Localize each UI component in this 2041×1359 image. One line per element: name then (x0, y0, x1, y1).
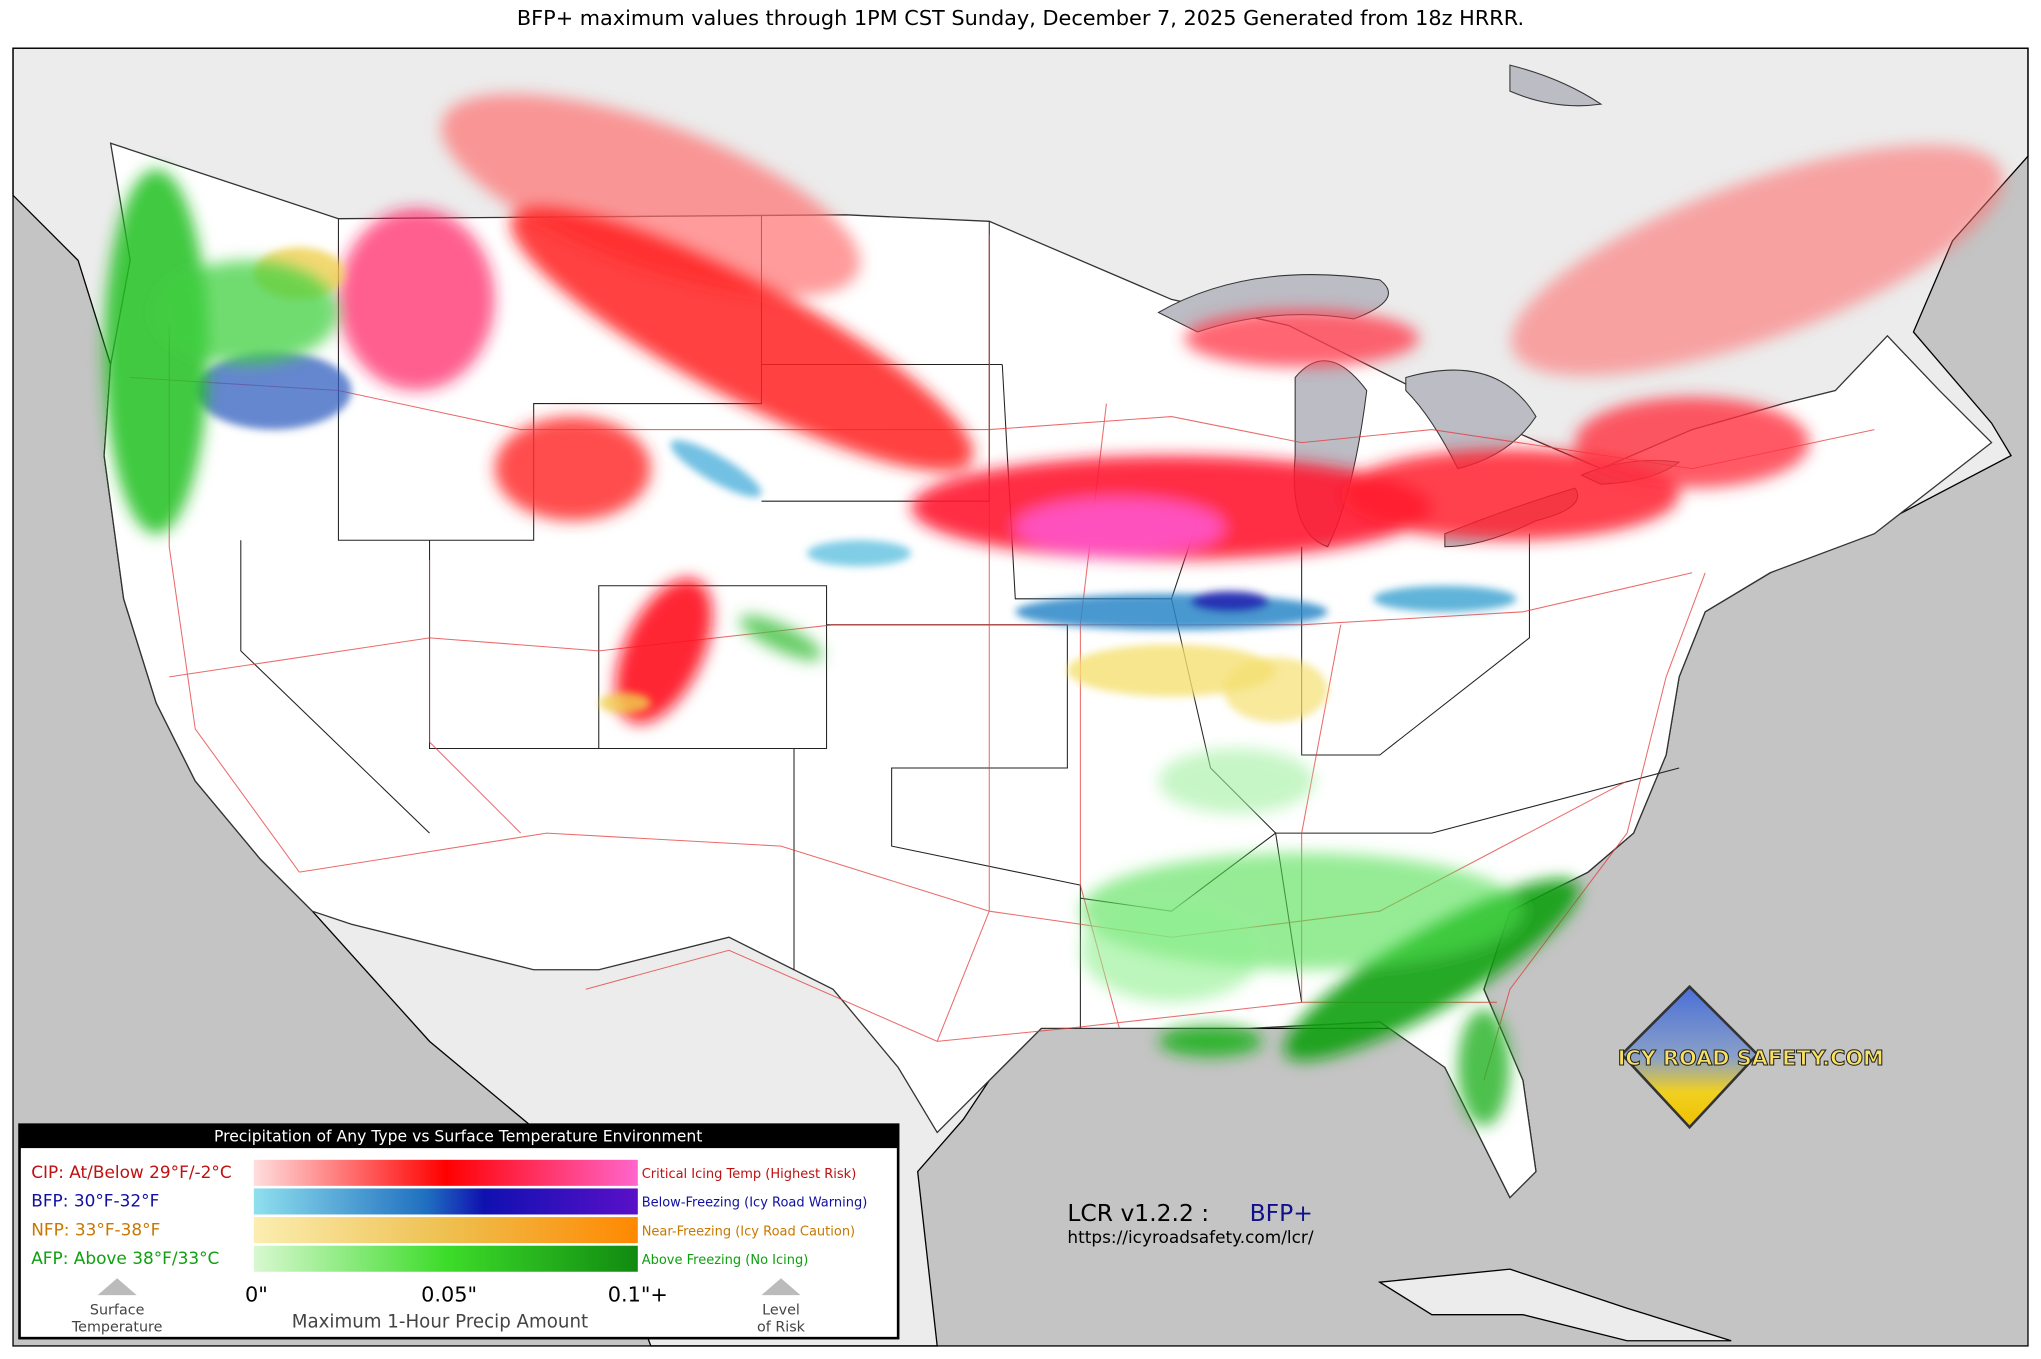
legend: Precipitation of Any Type vs Surface Tem… (18, 1123, 900, 1340)
scale-label: 0.1"+ (608, 1283, 668, 1307)
legend-gradient (253, 1245, 638, 1272)
legend-header-bar (19, 1124, 899, 1149)
left-caption: Surface (90, 1303, 145, 1319)
left-caption: Temperature (71, 1320, 163, 1336)
legend-label: AFP: Above 38°F/33°C (31, 1248, 219, 1268)
map-title: BFP+ maximum values through 1PM CST Sund… (517, 6, 1524, 30)
legend-label: NFP: 33°F-38°F (31, 1219, 160, 1239)
legend-label: CIP: At/Below 29°F/-2°C (31, 1162, 231, 1182)
logo-text: ICY ROAD SAFETY.COM (1618, 1046, 1884, 1070)
map-frame (12, 47, 2029, 1347)
legend-description: Above Freezing (No Icing) (642, 1253, 809, 1268)
precip-bfp (195, 351, 1517, 631)
precip-afp (104, 169, 1580, 1126)
logo: ICY ROAD SAFETY.COM (1617, 984, 1884, 1130)
version-url: https://icyroadsafety.com/lcr/ (1067, 1227, 1313, 1247)
arrow-icon (97, 1278, 137, 1296)
legend-header: Precipitation of Any Type vs Surface Tem… (214, 1128, 702, 1146)
right-caption: of Risk (757, 1320, 806, 1336)
product-name: BFP+ (1250, 1199, 1313, 1227)
legend-description: Below-Freezing (Icy Road Warning) (642, 1196, 868, 1211)
legend-description: Critical Icing Temp (Highest Risk) (642, 1167, 857, 1182)
legend-gradient (253, 1188, 638, 1215)
legend-label: BFP: 30°F-32°F (31, 1191, 159, 1211)
legend-gradient (253, 1159, 638, 1186)
scale-label: 0" (245, 1283, 268, 1307)
cuba (1377, 1268, 1732, 1342)
scale-caption: Maximum 1-Hour Precip Amount (292, 1312, 588, 1333)
precip-cip (338, 94, 2004, 724)
version-label: LCR v1.2.2 : (1067, 1199, 1209, 1227)
scale-label: 0.05" (421, 1283, 477, 1307)
legend-description: Near-Freezing (Icy Road Caution) (642, 1224, 855, 1239)
arrow-icon (761, 1278, 801, 1296)
right-caption: Level (762, 1303, 800, 1319)
legend-gradient (253, 1217, 638, 1244)
